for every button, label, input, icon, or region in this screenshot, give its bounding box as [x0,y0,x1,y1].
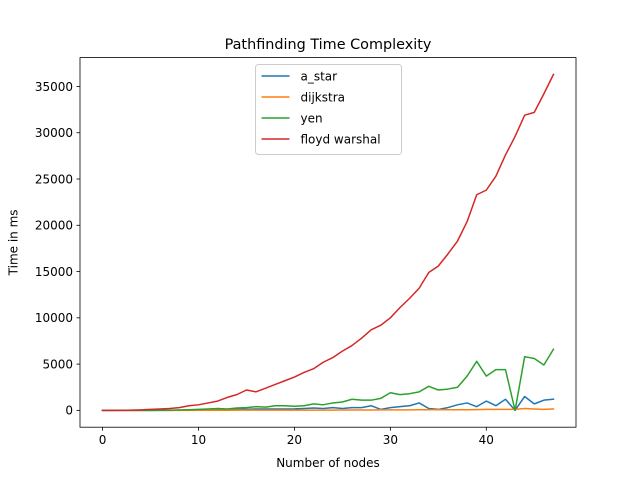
legend-label: floyd warshal [301,132,381,146]
y-tick-label: 0 [65,404,73,418]
y-tick-label: 30000 [35,126,73,140]
plot-frame [79,57,577,428]
y-tick-label: 15000 [35,265,73,279]
legend-box [255,64,402,155]
x-axis-label: Number of nodes [276,456,380,470]
series-line-floyd-warshal [101,73,555,412]
y-axis-label: Time in ms [7,209,21,276]
x-tick-label: 10 [191,433,206,447]
y-tick-label: 5000 [42,357,73,371]
y-tick-label: 25000 [35,172,73,186]
chart-title: Pathfinding Time Complexity [225,37,432,53]
legend-label: dijkstra [301,90,345,104]
y-tick-label: 10000 [35,311,73,325]
series-line-yen [101,348,555,412]
x-tick-label: 30 [383,433,398,447]
x-tick-label: 0 [99,433,107,447]
series-lines [101,73,555,412]
x-tick-label: 20 [287,433,302,447]
axis-ticks: 0 10 20 30 40 0 5000 10000 15000 20000 25000 30000 3… [35,80,494,447]
legend: a_star dijkstra yen floyd warshal [255,64,402,155]
y-tick-label: 20000 [35,219,73,233]
y-tick-label: 35000 [35,80,73,94]
legend-label: a_star [301,69,338,83]
legend-label: yen [301,111,323,125]
x-tick-label: 40 [479,433,494,447]
